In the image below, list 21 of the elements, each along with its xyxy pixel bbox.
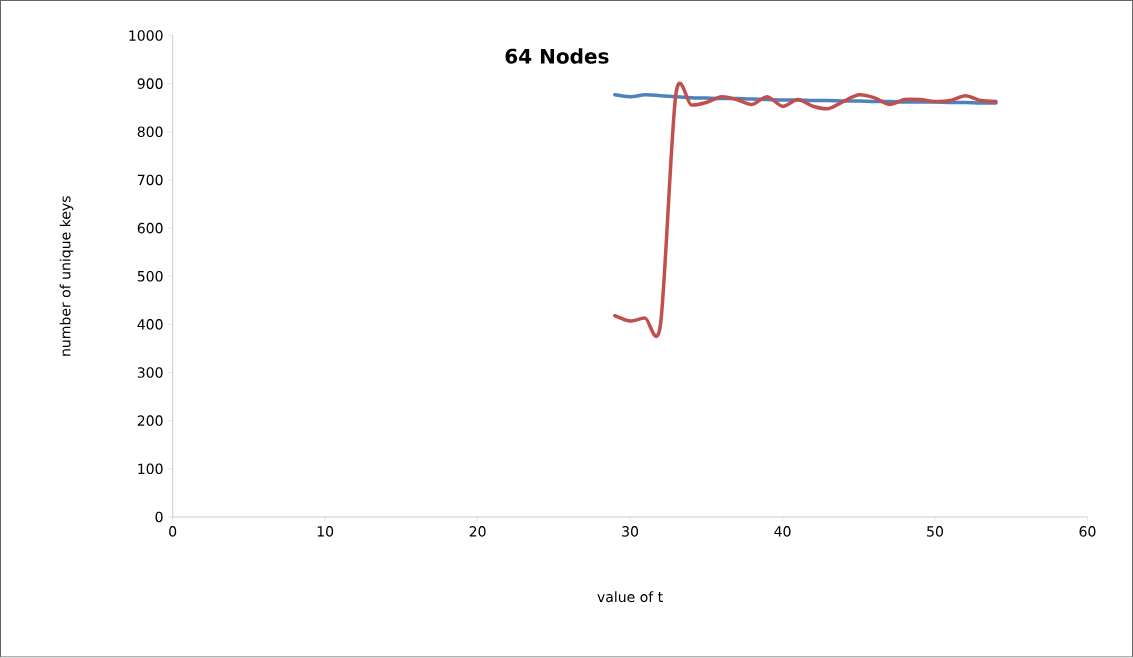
y-tick-label: 600: [137, 223, 163, 234]
y-axis-title: number of unique keys: [59, 196, 74, 356]
x-tick-label: 30: [622, 526, 639, 537]
y-tick-label: 100: [138, 463, 163, 475]
x-tick-label: 40: [774, 526, 791, 537]
x-tick-label: 20: [469, 526, 486, 537]
y-tick-label: 900: [137, 78, 163, 90]
y-tick-label: 400: [137, 319, 163, 330]
y-tick-label: 200: [137, 415, 163, 427]
x-tick-label: 60: [1079, 526, 1096, 537]
y-tick-label: 800: [137, 126, 163, 138]
text: 64 Nodes: [505, 48, 609, 64]
y-tick-label: 1000: [129, 30, 163, 42]
x-tick-label: 50: [927, 526, 943, 537]
y-tick-label: 700: [137, 174, 163, 186]
y-tick-label: 0: [155, 511, 163, 523]
y-tick-label: 500: [137, 271, 163, 282]
x-tick-label: 0: [169, 526, 177, 537]
y-tick-label: 300: [137, 367, 163, 379]
x-tick-label: 10: [317, 526, 334, 537]
x-axis-title: value of t: [597, 591, 663, 603]
